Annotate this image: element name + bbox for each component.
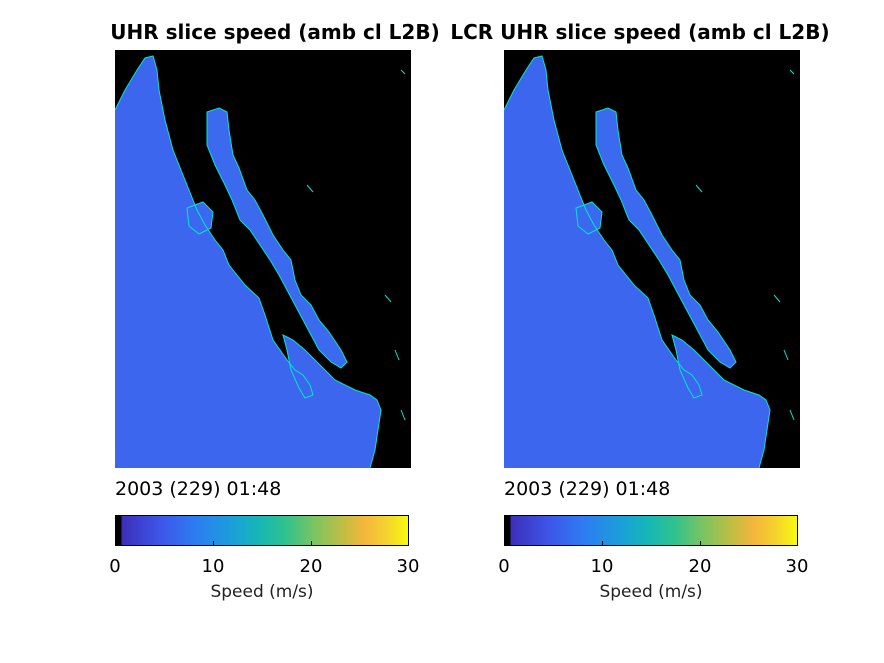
tick-label: 20 [299,556,323,577]
colorbar-ticks: 0 10 20 30 [498,541,808,586]
plot-title: LCR UHR slice speed (amb cl L2B) [450,20,830,44]
colorbar-label: Speed (m/s) [599,582,703,602]
timestamp: 2003 (229) 01:48 [115,478,282,500]
tick-label: 20 [688,556,712,577]
tick-label: 0 [498,556,510,577]
ocean-area [504,56,770,468]
speed-colorbar [115,515,409,546]
speed-map [115,50,411,468]
timestamp: 2003 (229) 01:48 [504,478,671,500]
tick-label: 30 [396,556,420,577]
speed-map-image [115,50,411,468]
tick-label: 30 [785,556,809,577]
panel-uhr: UHR slice speed (amb cl L2B) 2003 (229) … [75,0,475,663]
gulf-area [207,108,347,368]
tick-label: 0 [109,556,121,577]
tick-label: 10 [201,556,225,577]
ocean-area [115,56,381,468]
gulf-area [596,108,736,368]
speed-colorbar [504,515,798,546]
colorbar-label: Speed (m/s) [210,582,314,602]
plot-title: UHR slice speed (amb cl L2B) [110,20,440,44]
speed-map [504,50,800,468]
tick-label: 10 [590,556,614,577]
island-ocean [187,202,213,234]
colorbar-ticks: 0 10 20 30 [109,541,419,586]
speed-map-image [504,50,800,468]
panel-lcr-uhr: LCR UHR slice speed (amb cl L2B) 2003 (2… [440,0,840,663]
island-ocean [576,202,602,234]
